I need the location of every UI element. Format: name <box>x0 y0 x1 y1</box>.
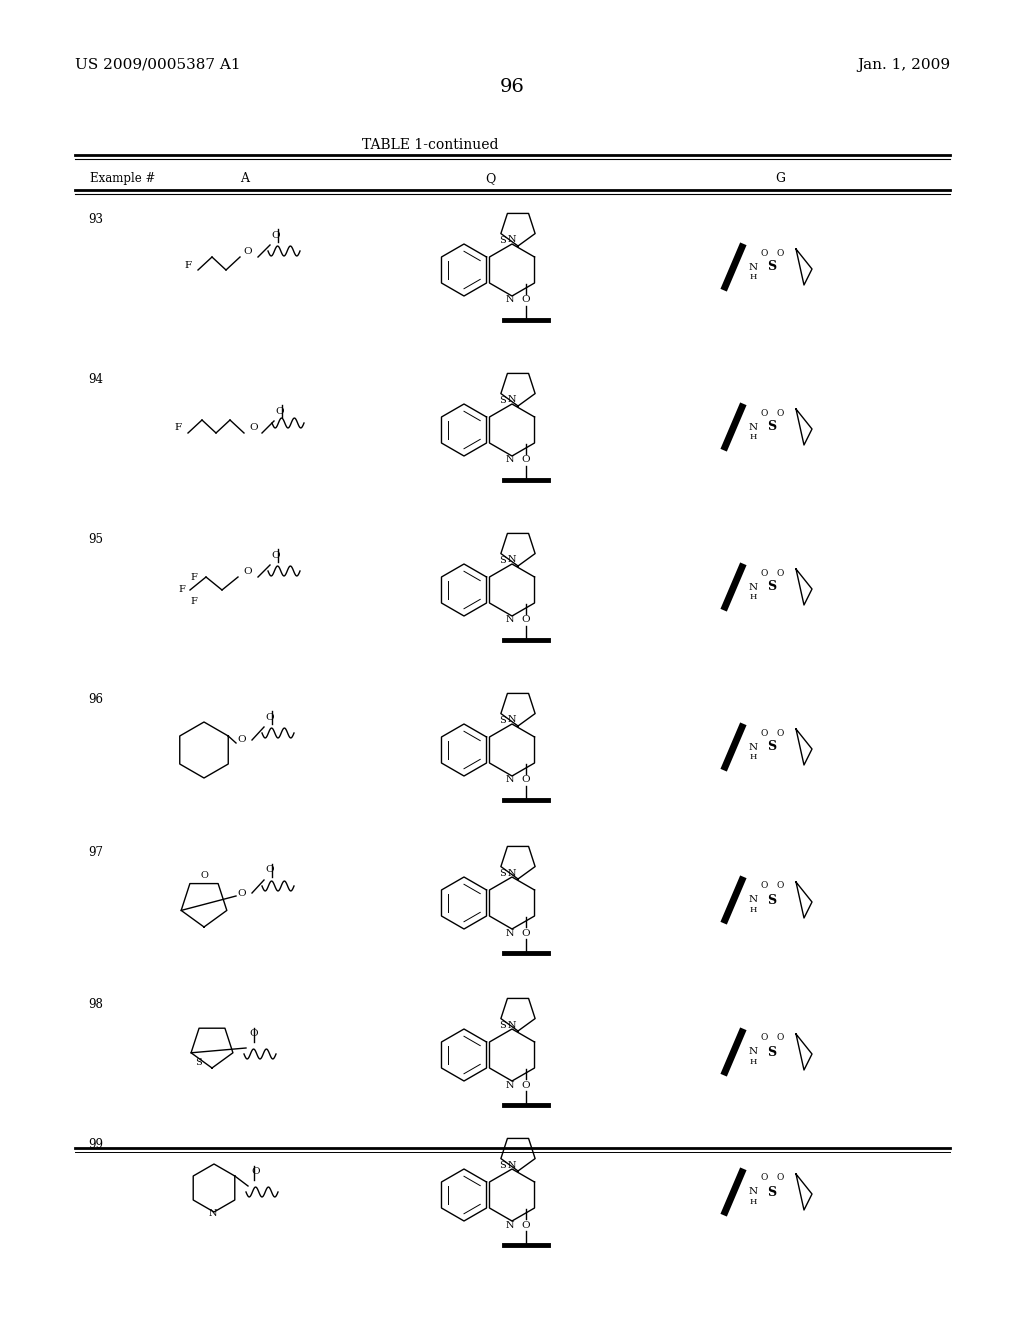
Text: S: S <box>500 1162 507 1171</box>
Text: S: S <box>500 556 507 565</box>
Text: S: S <box>500 870 507 878</box>
Text: N: N <box>749 582 758 591</box>
Text: N: N <box>506 296 514 305</box>
Text: N: N <box>749 263 758 272</box>
Text: S: S <box>767 581 776 594</box>
Text: O: O <box>252 1167 260 1176</box>
Text: O: O <box>776 1173 783 1183</box>
Text: S: S <box>500 717 507 725</box>
Text: S: S <box>767 741 776 754</box>
Text: N: N <box>508 396 516 404</box>
Text: O: O <box>776 1034 783 1043</box>
Text: H: H <box>750 906 757 913</box>
Text: G: G <box>775 172 785 185</box>
Text: Example #: Example # <box>90 172 156 185</box>
Text: US 2009/0005387 A1: US 2009/0005387 A1 <box>75 58 241 73</box>
Text: O: O <box>265 713 274 722</box>
Text: H: H <box>750 593 757 601</box>
Text: O: O <box>244 566 252 576</box>
Text: O: O <box>521 1081 530 1089</box>
Text: N: N <box>749 422 758 432</box>
Text: 99: 99 <box>88 1138 103 1151</box>
Text: O: O <box>521 928 530 937</box>
Text: O: O <box>521 455 530 465</box>
Text: F: F <box>190 597 198 606</box>
Text: 95: 95 <box>88 533 103 546</box>
Text: S: S <box>767 1185 776 1199</box>
Text: N: N <box>506 455 514 465</box>
Text: N: N <box>506 928 514 937</box>
Text: O: O <box>521 296 530 305</box>
Text: O: O <box>776 408 783 417</box>
Text: N: N <box>749 742 758 751</box>
Text: 93: 93 <box>88 213 103 226</box>
Text: O: O <box>776 569 783 578</box>
Text: N: N <box>749 1188 758 1196</box>
Text: S: S <box>196 1059 202 1067</box>
Text: N: N <box>508 869 516 878</box>
Text: O: O <box>250 1030 258 1039</box>
Text: O: O <box>271 231 281 239</box>
Text: H: H <box>750 273 757 281</box>
Text: N: N <box>506 1081 514 1089</box>
Text: Jan. 1, 2009: Jan. 1, 2009 <box>857 58 950 73</box>
Text: H: H <box>750 752 757 762</box>
Text: O: O <box>265 866 274 874</box>
Text: N: N <box>506 1221 514 1229</box>
Text: O: O <box>776 248 783 257</box>
Text: H: H <box>750 1199 757 1206</box>
Text: H: H <box>750 1059 757 1067</box>
Text: O: O <box>776 729 783 738</box>
Text: 97: 97 <box>88 846 103 859</box>
Text: 96: 96 <box>500 78 524 96</box>
Text: O: O <box>521 1221 530 1229</box>
Text: N: N <box>508 1160 516 1170</box>
Text: Q: Q <box>484 172 496 185</box>
Text: N: N <box>508 556 516 565</box>
Text: N: N <box>506 776 514 784</box>
Text: F: F <box>190 573 198 582</box>
Text: O: O <box>250 422 258 432</box>
Text: A: A <box>241 172 250 185</box>
Text: S: S <box>500 236 507 246</box>
Text: S: S <box>767 421 776 433</box>
Text: F: F <box>174 422 181 432</box>
Text: N: N <box>749 895 758 904</box>
Text: N: N <box>209 1209 217 1217</box>
Text: O: O <box>244 247 252 256</box>
Text: O: O <box>521 776 530 784</box>
Text: S: S <box>767 894 776 907</box>
Text: O: O <box>760 248 768 257</box>
Text: S: S <box>767 1045 776 1059</box>
Text: N: N <box>508 715 516 725</box>
Text: O: O <box>271 550 281 560</box>
Text: O: O <box>760 729 768 738</box>
Text: S: S <box>500 396 507 405</box>
Text: O: O <box>521 615 530 624</box>
Text: TABLE 1-continued: TABLE 1-continued <box>361 139 499 152</box>
Text: O: O <box>760 569 768 578</box>
Text: O: O <box>238 888 247 898</box>
Text: N: N <box>508 1020 516 1030</box>
Text: 96: 96 <box>88 693 103 706</box>
Text: N: N <box>506 615 514 624</box>
Text: O: O <box>238 735 247 744</box>
Text: O: O <box>200 870 208 879</box>
Text: H: H <box>750 433 757 441</box>
Text: O: O <box>760 1034 768 1043</box>
Text: O: O <box>776 882 783 891</box>
Text: 98: 98 <box>88 998 102 1011</box>
Text: 94: 94 <box>88 374 103 385</box>
Text: O: O <box>760 408 768 417</box>
Text: S: S <box>500 1022 507 1031</box>
Text: F: F <box>184 260 191 269</box>
Text: F: F <box>178 586 185 594</box>
Text: O: O <box>760 882 768 891</box>
Text: O: O <box>760 1173 768 1183</box>
Text: N: N <box>749 1048 758 1056</box>
Text: O: O <box>275 407 285 416</box>
Text: S: S <box>767 260 776 273</box>
Text: N: N <box>508 235 516 244</box>
